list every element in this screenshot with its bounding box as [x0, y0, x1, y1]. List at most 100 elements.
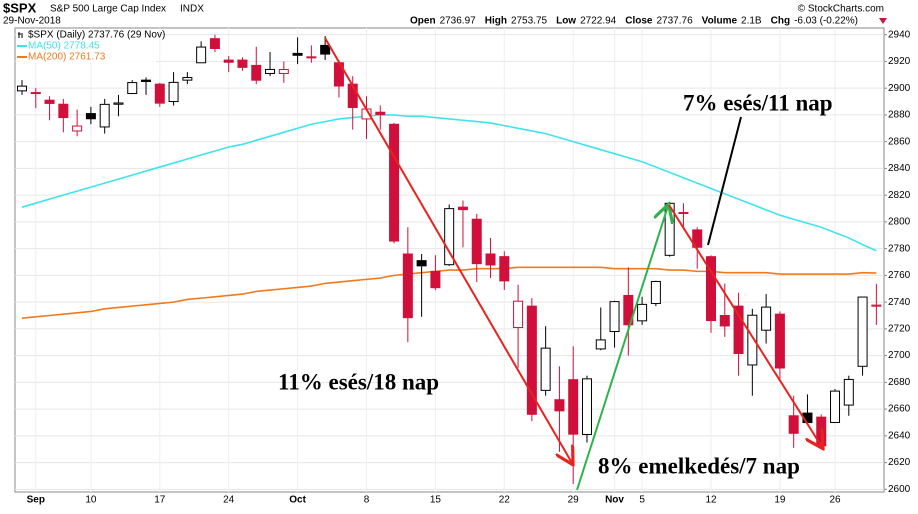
candle-body: [761, 306, 772, 331]
x-tick-label: 17: [154, 495, 166, 506]
candle-body: [568, 379, 579, 435]
candle-body: [706, 256, 716, 322]
candle-body: [692, 229, 703, 248]
pointer-line: [707, 116, 742, 246]
legend: $SPX (Daily) 2737.76 (29 Nov)MA(50) 2778…: [16, 29, 165, 63]
quote-value: 2736.97: [440, 16, 477, 27]
x-tick-label: Sep: [27, 495, 45, 506]
x-tick-label: 26: [829, 495, 841, 506]
candle-body: [623, 294, 634, 326]
candle-body: [595, 339, 606, 350]
y-tick-label: 2780: [888, 243, 911, 254]
candle-body: [306, 56, 317, 59]
candle-body: [843, 378, 854, 406]
y-tick-label: 2700: [888, 350, 911, 361]
quote-value: 2753.75: [511, 16, 548, 27]
candle-body: [871, 304, 882, 307]
candle-body: [430, 270, 441, 289]
candle-body: [581, 378, 592, 436]
candle-body: [85, 113, 96, 120]
candle-body: [30, 92, 41, 95]
candle-body: [416, 260, 427, 267]
quote-value: 2737.76: [656, 16, 693, 27]
y-tick-label: 2760: [888, 270, 911, 281]
quote: Open 2736.97 High 2753.75 Low 2722.94 Close 273…: [410, 16, 858, 27]
x-tick-label: 15: [430, 495, 442, 506]
candle-body: [788, 415, 799, 434]
candle-body: [127, 82, 138, 95]
x-tick-label: Nov: [605, 495, 624, 506]
quote-label: Open: [410, 16, 436, 27]
x-tick-label: 10: [85, 495, 97, 506]
y-tick-label: 2620: [888, 457, 911, 468]
candle-body: [774, 313, 785, 369]
y-tick-label: 2880: [888, 110, 911, 121]
date: 29-Nov-2018: [3, 16, 61, 27]
y-tick-label: 2860: [888, 136, 911, 147]
candle-body: [485, 253, 496, 266]
candle-body: [650, 280, 661, 304]
exchange: INDX: [180, 4, 204, 15]
y-tick-label: 2920: [888, 56, 911, 67]
legend-box: [16, 29, 156, 63]
x-tick-label: 5: [639, 495, 645, 506]
y-tick-label: 2840: [888, 163, 911, 174]
candle-body: [513, 300, 524, 329]
candle-body: [637, 303, 648, 322]
axes: 2600 2620 2640 2660 2680 2700 2720 2740 2760 2780…: [27, 29, 911, 505]
arrow: [668, 204, 822, 447]
candle-body: [320, 44, 331, 55]
plot-frame: [14, 27, 885, 493]
candle-body: [58, 103, 69, 119]
copyright: © StockCharts.com: [798, 4, 884, 15]
candle-body: [223, 59, 234, 63]
candle-body: [196, 46, 207, 64]
ma-line: [21, 114, 877, 252]
ma-line: [21, 266, 877, 319]
candle-body: [209, 38, 220, 49]
candle-body: [389, 123, 400, 242]
quote-label: Volume: [702, 16, 738, 27]
candle-body: [444, 208, 455, 266]
y-tick-label: 2800: [888, 217, 911, 228]
candle-body: [830, 390, 841, 423]
annotation: 8% emelkedés/7 nap: [598, 453, 800, 478]
candle-body: [278, 68, 289, 74]
candle-body: [719, 314, 730, 327]
x-tick-label: 19: [774, 495, 786, 506]
candle-body: [402, 253, 413, 319]
y-tick-label: 2900: [888, 83, 911, 94]
candle-body: [857, 296, 868, 367]
quote-label: Chg: [771, 16, 790, 27]
y-tick-label: 2680: [888, 377, 911, 388]
candle-body: [457, 206, 468, 211]
x-tick-label: 29: [568, 495, 580, 506]
candle-body: [526, 305, 537, 415]
candle-body: [609, 301, 620, 333]
x-tick-label: 12: [705, 495, 717, 506]
candle-body: [237, 59, 248, 68]
legend-label: MA(50) 2778.45: [28, 41, 100, 52]
symbol: $SPX: [3, 0, 37, 15]
candle-body: [747, 314, 758, 366]
x-tick-label: 22: [499, 495, 511, 506]
ma-lines: [21, 114, 877, 319]
y-tick-label: 2820: [888, 190, 911, 201]
quote-label: Low: [556, 16, 576, 27]
candle-body: [733, 305, 744, 354]
arrow: [576, 206, 668, 491]
y-tick-label: 2660: [888, 404, 911, 415]
candles: [17, 34, 882, 484]
y-tick-label: 2940: [888, 29, 911, 40]
annotation: 11% esés/18 nap: [278, 369, 439, 394]
annotation: 7% esés/11 nap: [683, 90, 833, 115]
candle-body: [182, 77, 193, 81]
y-tick-label: 2640: [888, 430, 911, 441]
quote-label: High: [485, 16, 507, 27]
x-tick-label: 8: [364, 495, 370, 506]
y-tick-label: 2740: [888, 297, 911, 308]
change-icon: [879, 18, 887, 24]
legend-label: MA(200) 2761.73: [28, 52, 106, 63]
candle-body: [113, 102, 124, 105]
quote-label: Close: [625, 16, 653, 27]
